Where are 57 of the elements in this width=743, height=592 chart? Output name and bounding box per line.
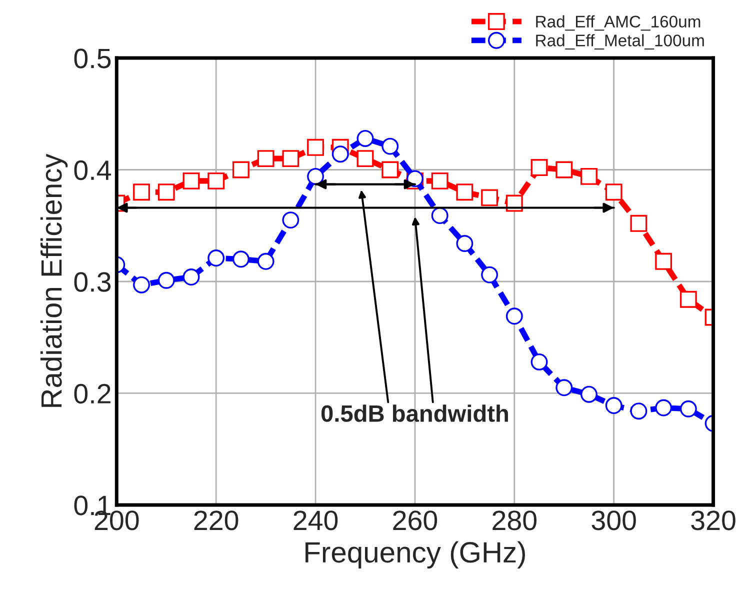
- point: [307, 168, 324, 185]
- point: [356, 130, 374, 147]
- point: [431, 207, 448, 224]
- annotation: 0.5dB bandwidth: [321, 404, 508, 422]
- point: [605, 184, 622, 201]
- y-tick-label: 0.2: [74, 384, 110, 404]
- y-tick-label: 0.5: [74, 48, 111, 68]
- x-tick-label: 280: [492, 510, 536, 530]
- legend-label: Rad_Eff_Metal_100um: [536, 34, 704, 50]
- point: [655, 252, 672, 270]
- y-tick-label: 0.4: [74, 160, 111, 180]
- point: [530, 159, 548, 176]
- point: [655, 399, 672, 416]
- point: [332, 146, 349, 163]
- point: [158, 272, 175, 289]
- point: [282, 150, 300, 168]
- point: [133, 184, 150, 201]
- point: [456, 235, 474, 252]
- point: [580, 386, 598, 403]
- point: [182, 172, 200, 190]
- x-tick-label: 240: [294, 510, 338, 530]
- y-tick-label: 0.3: [74, 272, 111, 292]
- point: [158, 184, 175, 201]
- x-tick-label: 320: [691, 510, 736, 530]
- point: [556, 379, 573, 396]
- point: [182, 268, 200, 286]
- point: [356, 150, 374, 168]
- point: [208, 250, 225, 267]
- point: [257, 150, 274, 168]
- point: [456, 184, 474, 201]
- point: [133, 276, 150, 294]
- point: [431, 172, 448, 190]
- point: [257, 252, 274, 270]
- y-axis-title: Radiation Efficiency: [40, 154, 68, 407]
- point: [680, 400, 697, 418]
- point: [307, 138, 324, 156]
- point: [680, 290, 697, 308]
- point: [630, 402, 648, 420]
- x-tick-label: 220: [194, 510, 238, 530]
- point: [282, 212, 300, 229]
- point: [208, 172, 225, 190]
- point: [481, 189, 498, 206]
- x-tick-label: 260: [393, 510, 438, 530]
- x-axis-title: Frequency (GHz): [306, 541, 525, 568]
- point: [605, 397, 622, 414]
- point: [382, 161, 399, 178]
- point: [530, 353, 548, 370]
- point: [556, 161, 573, 178]
- x-tick-label: 300: [592, 510, 636, 530]
- point: [506, 308, 523, 325]
- point: [232, 250, 250, 268]
- point: [481, 266, 498, 284]
- point: [580, 168, 598, 185]
- point: [232, 161, 250, 178]
- point: [382, 138, 399, 155]
- legend-label: Rad_Eff_AMC_160um: [536, 15, 700, 31]
- point: [630, 214, 648, 232]
